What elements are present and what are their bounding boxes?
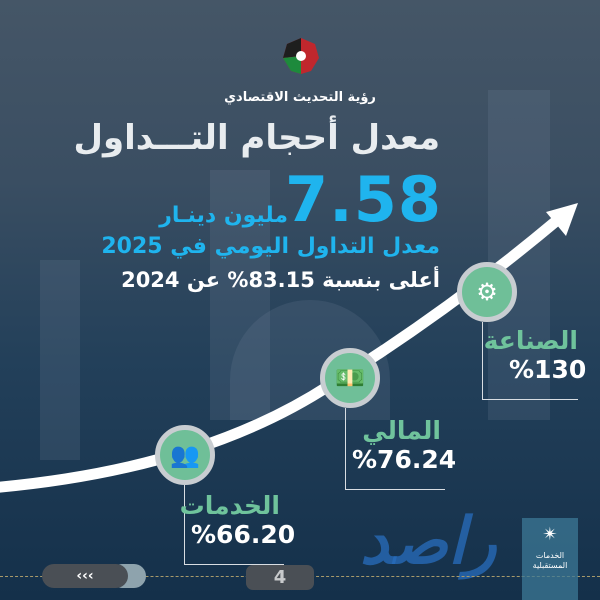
banknote-icon: 💵 xyxy=(320,348,380,408)
prev-button[interactable]: ‹‹‹ xyxy=(42,564,128,588)
background-tower xyxy=(210,170,270,420)
page-number: 4 xyxy=(246,565,314,590)
sector-value: %76.24 xyxy=(352,445,457,474)
page-title: معدل أحجام التـــداول xyxy=(73,118,441,158)
sector-name: المالي xyxy=(362,416,441,445)
sector-name: الخدمات xyxy=(179,491,280,520)
background-building xyxy=(40,260,80,460)
sector-value: %66.20 xyxy=(191,520,296,549)
headline-comparison: أعلى بنسبة 83.15% عن 2024 xyxy=(121,268,440,292)
sector-name: الصناعة xyxy=(483,326,578,355)
sector-value: %130 xyxy=(509,355,587,384)
sector-industry: الصناعة %130 xyxy=(482,322,587,400)
factory-gear-icon: ⚙ xyxy=(457,262,517,322)
headline-unit: مليون دينـار xyxy=(159,203,288,228)
headline-subtitle: معدل التداول اليومي في 2025 xyxy=(101,234,440,259)
star-circuit-icon: ✴ xyxy=(542,524,558,545)
watermark: راصد xyxy=(360,505,497,579)
people-group-icon: 👥 xyxy=(155,425,215,485)
headline-value: 7.58 xyxy=(285,163,442,236)
sector-services: الخدمات %66.20 xyxy=(179,485,296,565)
future-services-logo: ✴ الخدمات المستقبلية xyxy=(522,518,578,600)
org-name: رؤية التحديث الاقتصادي xyxy=(224,90,376,105)
logo-text: الخدمات المستقبلية xyxy=(532,551,568,570)
sector-finance: المالي %76.24 xyxy=(345,408,457,490)
jordan-emblem-logo xyxy=(283,38,319,74)
